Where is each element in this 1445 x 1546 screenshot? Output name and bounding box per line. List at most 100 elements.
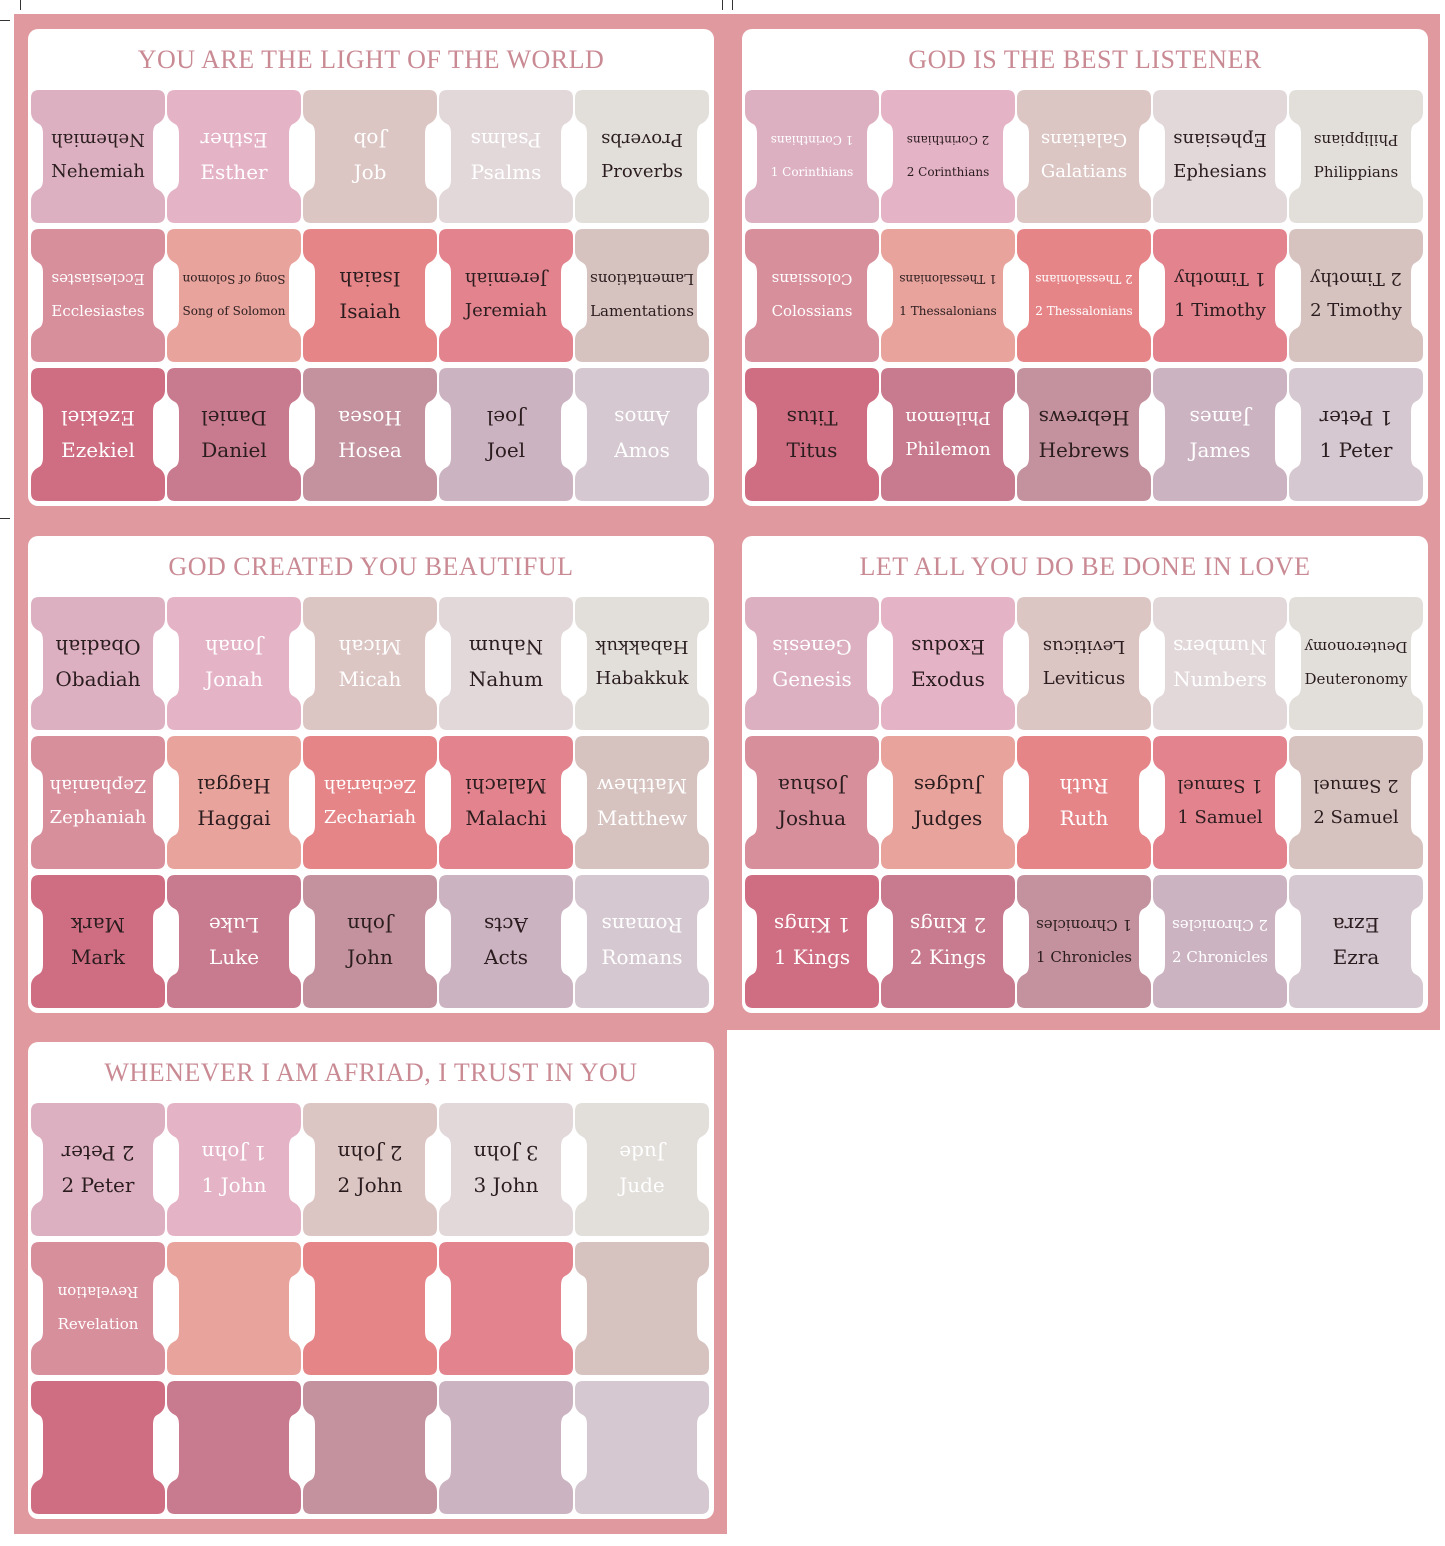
bible-tab: Acts Acts <box>439 875 573 1008</box>
bible-tab: Ecclesiastes Ecclesiastes <box>31 229 165 362</box>
tab-shape <box>575 368 709 501</box>
tab-shape <box>303 229 437 362</box>
tab-label-inverted: Jonah <box>205 635 263 659</box>
tab-label-inverted: Ezekiel <box>61 406 135 430</box>
tab-label-inverted: Psalms <box>470 128 542 152</box>
tab-shape <box>303 90 437 223</box>
tab-label: Judges <box>913 806 983 830</box>
bible-tab: Genesis Genesis <box>745 597 879 730</box>
bible-tab: Zechariah Zechariah <box>303 736 437 869</box>
tab-label-inverted: Numbers <box>1173 635 1267 659</box>
tab-label-inverted: Leviticus <box>1042 636 1126 658</box>
bible-tab: 1 Samuel 1 Samuel <box>1153 736 1287 869</box>
tab-shape <box>881 229 1015 362</box>
tab-label-inverted: Ephesians <box>1173 129 1267 151</box>
tab-label: Revelation <box>57 1315 139 1333</box>
tab-label: Amos <box>614 438 670 462</box>
tab-shape <box>1017 875 1151 1008</box>
tab-label-inverted: Revelation <box>57 1283 139 1301</box>
tab-shape <box>167 1242 301 1375</box>
bible-tab: Jude Jude <box>575 1103 709 1236</box>
tab-label: 1 Kings <box>773 945 851 969</box>
tab-label-inverted: 2 Corinthians <box>906 132 990 147</box>
bible-tab: Haggai Haggai <box>167 736 301 869</box>
tab-label: Galatians <box>1040 161 1128 183</box>
bible-tab <box>439 1381 573 1514</box>
tab-label-inverted: Philemon <box>905 407 991 429</box>
tab-label: Ruth <box>1059 806 1109 830</box>
bible-tab: 2 Kings 2 Kings <box>881 875 1015 1008</box>
tab-label: Philemon <box>905 439 991 461</box>
tab-shape <box>1017 229 1151 362</box>
tab-label-inverted: Hosea <box>338 406 402 430</box>
bible-tab: 1 John 1 John <box>167 1103 301 1236</box>
tab-shape <box>1153 229 1287 362</box>
tab-shape <box>167 229 301 362</box>
tab-label: 1 Corinthians <box>770 164 854 179</box>
tab-label-inverted: Jeremiah <box>464 268 548 290</box>
bible-tab: James James <box>1153 368 1287 501</box>
tab-label: Titus <box>786 438 838 462</box>
tab-shape <box>745 736 879 869</box>
tab-shape <box>745 368 879 501</box>
tab-label-inverted: 2 Peter <box>61 1141 135 1165</box>
tab-label: 3 John <box>473 1173 539 1197</box>
bible-tab: Zephaniah Zephaniah <box>31 736 165 869</box>
tab-shape <box>575 1381 709 1514</box>
tab-label: 1 Chronicles <box>1036 948 1132 966</box>
bible-tab: Numbers Numbers <box>1153 597 1287 730</box>
tab-label-inverted: 1 Timothy <box>1174 268 1266 290</box>
tab-label-inverted: Galatians <box>1040 129 1128 151</box>
tab-label-inverted: Esther <box>200 128 268 152</box>
bible-tab: Matthew Matthew <box>575 736 709 869</box>
tab-label-inverted: Song of Solomon <box>182 271 286 286</box>
tab-shape <box>1017 368 1151 501</box>
tab-label: Ecclesiastes <box>51 302 145 320</box>
bible-tab: Judges Judges <box>881 736 1015 869</box>
tab-shape <box>575 90 709 223</box>
tab-shape <box>167 736 301 869</box>
bible-tab: Philemon Philemon <box>881 368 1015 501</box>
tab-label-inverted: Joshua <box>778 774 847 798</box>
tab-label: Leviticus <box>1042 668 1126 690</box>
bible-tab <box>167 1381 301 1514</box>
tab-label: Romans <box>601 945 683 969</box>
tab-shape <box>167 597 301 730</box>
tab-label-inverted: Nehemiah <box>51 129 145 151</box>
tab-label-inverted: Acts <box>484 913 528 937</box>
bible-tab: 3 John 3 John <box>439 1103 573 1236</box>
tab-label-inverted: Luke <box>208 913 260 937</box>
tab-label: Numbers <box>1173 667 1267 691</box>
bible-tab: 1 Chronicles 1 Chronicles <box>1017 875 1151 1008</box>
tab-label: 1 Samuel <box>1177 807 1263 829</box>
tab-shape <box>439 368 573 501</box>
tab-shape <box>31 229 165 362</box>
tab-label-inverted: Lamentations <box>590 270 694 288</box>
tab-shape <box>1017 597 1151 730</box>
bible-tab: Revelation Revelation <box>31 1242 165 1375</box>
tab-label: Hosea <box>338 438 402 462</box>
tab-shape <box>439 736 573 869</box>
tab-label: Ezekiel <box>61 438 135 462</box>
tab-label: Hebrews <box>1038 438 1130 462</box>
tab-shape <box>745 875 879 1008</box>
crop-mark <box>732 0 733 10</box>
bible-tab: Colossians Colossians <box>745 229 879 362</box>
tab-label: Lamentations <box>590 302 694 320</box>
tab-shape <box>1289 368 1423 501</box>
bible-tab: Song of Solomon Song of Solomon <box>167 229 301 362</box>
tab-shape <box>1289 229 1423 362</box>
tab-label: Joel <box>486 438 526 462</box>
tab-label: Nehemiah <box>51 161 145 183</box>
tab-label: 2 Timothy <box>1310 300 1402 322</box>
tab-label-inverted: 2 Thessalonians <box>1035 271 1133 286</box>
tab-shape <box>575 875 709 1008</box>
tab-label: Ezra <box>1332 945 1380 969</box>
tab-shape <box>575 1103 709 1236</box>
bible-tab: Hosea Hosea <box>303 368 437 501</box>
tab-label: Habakkuk <box>595 668 689 690</box>
tab-shape <box>303 1242 437 1375</box>
bible-tab: Ezekiel Ezekiel <box>31 368 165 501</box>
tab-shape <box>31 1103 165 1236</box>
bible-tab: Deuteronomy Deuteronomy <box>1289 597 1423 730</box>
